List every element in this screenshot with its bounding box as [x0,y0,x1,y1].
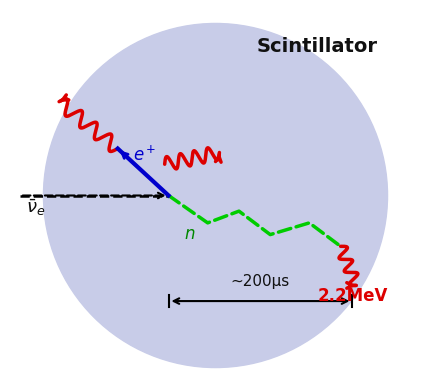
Text: ~200μs: ~200μs [230,274,289,289]
Circle shape [43,23,387,368]
Text: $\bar{\nu}_e$: $\bar{\nu}_e$ [26,197,45,217]
Text: n: n [184,224,194,242]
Text: 2.2MeV: 2.2MeV [316,287,387,305]
Text: e$^+$: e$^+$ [133,145,156,164]
Text: Scintillator: Scintillator [256,38,377,56]
